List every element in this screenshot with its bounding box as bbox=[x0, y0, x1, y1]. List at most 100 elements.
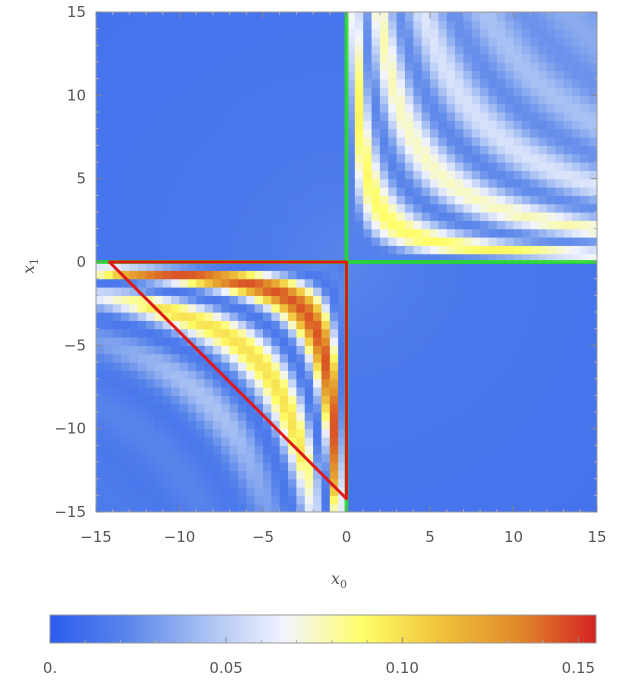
heatmap-cell bbox=[588, 303, 597, 313]
heatmap-cell bbox=[221, 195, 231, 205]
heatmap-cell bbox=[455, 445, 464, 455]
heatmap-cell bbox=[129, 345, 139, 355]
heatmap-cell bbox=[171, 370, 181, 380]
heatmap-cell bbox=[371, 478, 381, 488]
heatmap-cell bbox=[588, 345, 597, 355]
heatmap-cell bbox=[187, 503, 197, 512]
heatmap-cell bbox=[221, 187, 231, 196]
heatmap-cell bbox=[413, 220, 423, 230]
heatmap-cell bbox=[229, 28, 239, 38]
heatmap-cell bbox=[254, 362, 264, 371]
heatmap-cell bbox=[296, 170, 306, 180]
heatmap-cell bbox=[137, 312, 147, 321]
heatmap-cell bbox=[304, 237, 314, 246]
heatmap-cell bbox=[229, 328, 239, 338]
heatmap-cell bbox=[346, 403, 356, 413]
heatmap-cell bbox=[137, 437, 147, 446]
heatmap-cell bbox=[505, 295, 515, 305]
heatmap-cell bbox=[112, 487, 122, 496]
heatmap-cell bbox=[329, 270, 339, 280]
heatmap-cell bbox=[254, 228, 264, 238]
heatmap-cell bbox=[179, 395, 189, 405]
heatmap-cell bbox=[438, 137, 448, 146]
heatmap-cell bbox=[338, 253, 348, 263]
heatmap-cell bbox=[221, 337, 231, 346]
heatmap-cell bbox=[304, 178, 314, 188]
heatmap-cell bbox=[296, 95, 306, 105]
heatmap-cell bbox=[187, 12, 197, 21]
heatmap-cell bbox=[154, 495, 164, 505]
heatmap-cell bbox=[129, 70, 139, 80]
heatmap-cell bbox=[171, 145, 181, 155]
heatmap-cell bbox=[480, 478, 490, 488]
heatmap-cell bbox=[480, 437, 490, 446]
heatmap-cell bbox=[304, 103, 314, 113]
heatmap-cell bbox=[463, 87, 473, 96]
heatmap-cell bbox=[521, 362, 531, 371]
heatmap-cell bbox=[430, 287, 439, 296]
heatmap-cell bbox=[104, 378, 114, 388]
heatmap-cell bbox=[388, 128, 398, 138]
heatmap-cell bbox=[104, 128, 114, 138]
heatmap-cell bbox=[438, 303, 448, 313]
heatmap-cell bbox=[121, 295, 130, 305]
heatmap-cell bbox=[254, 337, 264, 346]
heatmap-cell bbox=[530, 403, 540, 413]
heatmap-cell bbox=[112, 70, 122, 80]
heatmap-cell bbox=[179, 228, 189, 238]
heatmap-cell bbox=[505, 187, 515, 196]
heatmap-cell bbox=[204, 112, 214, 121]
heatmap-cell bbox=[488, 362, 498, 371]
heatmap-cell bbox=[580, 445, 590, 455]
heatmap-cell bbox=[363, 503, 373, 512]
heatmap-cell bbox=[229, 53, 239, 63]
heatmap-cell bbox=[388, 353, 398, 363]
heatmap-cell bbox=[196, 112, 206, 121]
heatmap-cell bbox=[563, 70, 573, 80]
heatmap-cell bbox=[546, 470, 556, 480]
heatmap-cell bbox=[580, 120, 590, 130]
heatmap-cell bbox=[480, 487, 490, 496]
heatmap-cell bbox=[288, 420, 297, 430]
heatmap-cell bbox=[96, 153, 105, 163]
heatmap-cell bbox=[446, 287, 456, 296]
heatmap-cell bbox=[171, 478, 181, 488]
heatmap-cell bbox=[304, 37, 314, 46]
heatmap-cell bbox=[354, 462, 364, 471]
heatmap-cell bbox=[212, 87, 222, 96]
heatmap-cell bbox=[430, 195, 439, 205]
y-tick-label: 5 bbox=[76, 170, 86, 188]
heatmap-cell bbox=[104, 270, 114, 280]
heatmap-cell bbox=[530, 312, 540, 321]
heatmap-cell bbox=[329, 112, 339, 121]
heatmap-cell bbox=[112, 462, 122, 471]
heatmap-cell bbox=[446, 270, 456, 280]
heatmap-cell bbox=[571, 153, 581, 163]
heatmap-cell bbox=[196, 162, 206, 171]
heatmap-cell bbox=[555, 162, 565, 171]
heatmap-cell bbox=[246, 412, 256, 421]
heatmap-cell bbox=[530, 370, 540, 380]
heatmap-cell bbox=[329, 128, 339, 138]
heatmap-cell bbox=[480, 120, 490, 130]
heatmap-cell bbox=[187, 378, 197, 388]
heatmap-cell bbox=[438, 187, 448, 196]
heatmap-cell bbox=[563, 495, 573, 505]
heatmap-cell bbox=[563, 195, 573, 205]
heatmap-cell bbox=[221, 470, 231, 480]
heatmap-cell bbox=[146, 478, 156, 488]
heatmap-cell bbox=[521, 403, 531, 413]
heatmap-cell bbox=[588, 87, 597, 96]
heatmap-cell bbox=[505, 470, 515, 480]
heatmap-cell bbox=[480, 303, 490, 313]
heatmap-cell bbox=[563, 228, 573, 238]
heatmap-cell bbox=[246, 95, 256, 105]
heatmap-cell bbox=[104, 28, 114, 38]
heatmap-cell bbox=[313, 428, 323, 438]
heatmap-cell bbox=[296, 428, 306, 438]
heatmap-cell bbox=[371, 287, 381, 296]
heatmap-cell bbox=[212, 345, 222, 355]
heatmap-cell bbox=[338, 437, 348, 446]
heatmap-cell bbox=[396, 420, 406, 430]
heatmap-cell bbox=[329, 103, 339, 113]
